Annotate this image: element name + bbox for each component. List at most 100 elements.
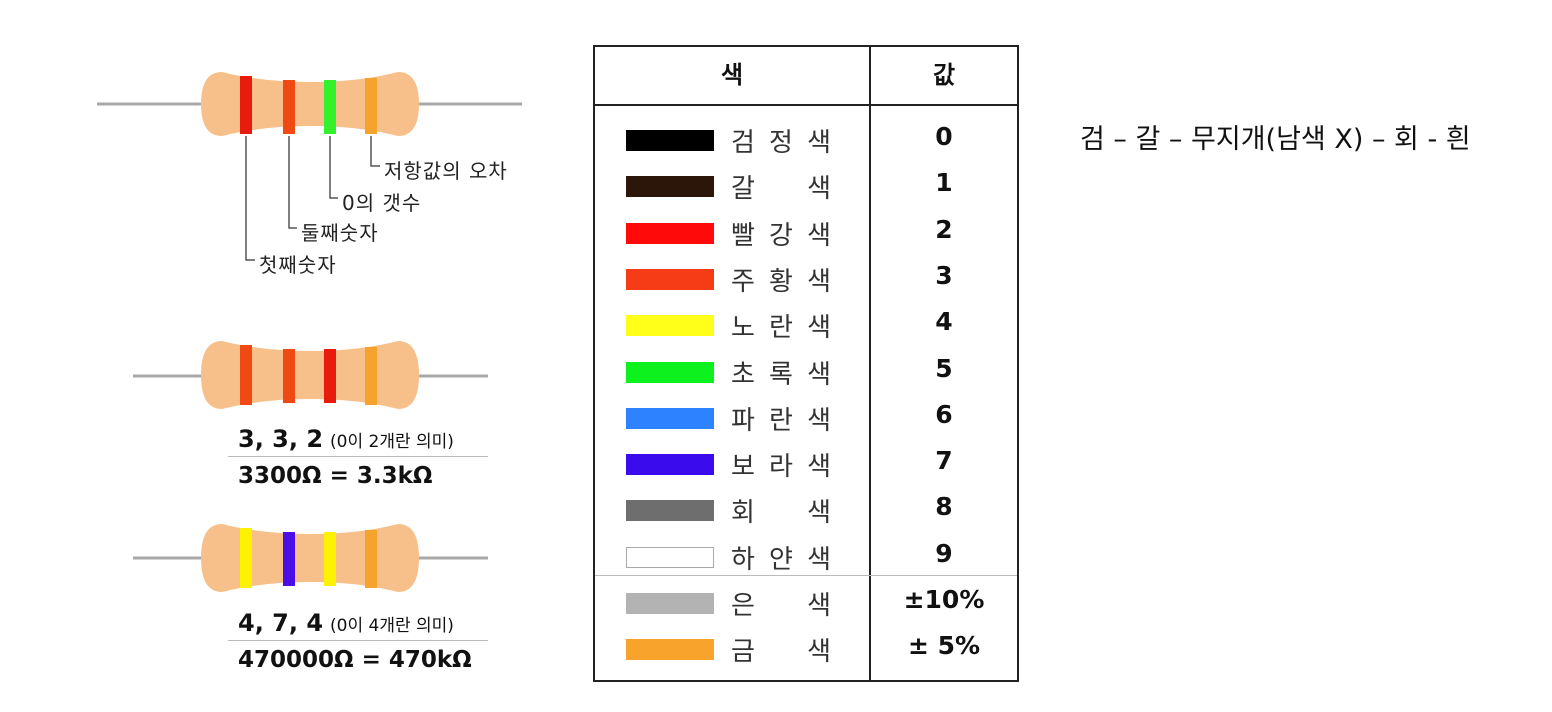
- color-value: 8: [935, 492, 953, 522]
- band-2: [283, 349, 295, 403]
- color-name-char: 색: [807, 405, 831, 436]
- sequence-note: (0이 2개란 의미): [330, 432, 454, 452]
- leader-tolerance: [370, 136, 380, 167]
- band-1: [240, 528, 252, 588]
- digit-sequence: 3, 3, 2 (0이 2개란 의미): [238, 425, 454, 453]
- color-name-char: 색: [807, 637, 831, 668]
- color-swatch: [626, 454, 714, 476]
- color-name-char: 색: [807, 128, 831, 158]
- sequence-digits: 4, 7, 4: [238, 609, 324, 637]
- color-name-char: 색: [807, 313, 831, 344]
- color-name-char: 란: [769, 405, 793, 436]
- color-value: 6: [935, 399, 953, 429]
- resistor-body: [201, 72, 419, 136]
- color-value: ±10%: [903, 585, 985, 614]
- color-swatch: [626, 361, 714, 383]
- resistance-result: 470000Ω = 470kΩ: [238, 647, 472, 673]
- color-name-char: 금: [731, 637, 755, 668]
- band-4: [365, 78, 377, 134]
- color-swatch: [626, 639, 714, 661]
- color-name-char: 색: [807, 498, 831, 529]
- color-swatch: [626, 268, 714, 290]
- color-name-char: 은: [731, 591, 755, 621]
- header-color: 색: [720, 61, 744, 89]
- divider-line: [228, 456, 488, 457]
- resistor-body: [201, 524, 419, 592]
- color-name-char: 색: [807, 544, 831, 575]
- column-divider: [869, 47, 871, 680]
- color-value: 3: [935, 260, 953, 290]
- mnemonic-text: 검 – 갈 – 무지개(남색 X) – 회 - 흰: [1080, 124, 1471, 155]
- label-second-digit: 둘째숫자: [301, 221, 379, 245]
- color-swatch: [626, 546, 714, 568]
- color-swatch: [626, 130, 714, 151]
- color-value: 4: [935, 307, 953, 337]
- leader-first-digit: [245, 136, 255, 261]
- color-value: ± 5%: [907, 631, 981, 661]
- color-swatch: [626, 407, 714, 429]
- color-swatch: [626, 222, 714, 244]
- color-name-char: 색: [807, 452, 831, 483]
- color-name-char: 라: [769, 452, 793, 483]
- color-swatch: [626, 593, 714, 614]
- color-name-char: 색: [807, 174, 831, 205]
- color-name-char: 강: [769, 220, 793, 251]
- color-name-char: 빨: [731, 220, 755, 251]
- color-name-char: 초: [731, 359, 755, 390]
- band-4: [365, 347, 377, 405]
- color-name-char: 노: [731, 313, 755, 344]
- color-name-char: 주: [731, 266, 755, 297]
- header-value: 값: [932, 61, 956, 89]
- color-name-char: 회: [731, 498, 755, 529]
- band-1: [240, 345, 252, 405]
- band-3: [324, 532, 336, 586]
- color-swatch: [626, 500, 714, 522]
- color-name-char: 황: [769, 266, 793, 297]
- color-value: 1: [935, 168, 953, 198]
- header-divider: [595, 104, 1017, 106]
- sequence-note: (0이 4개란 의미): [330, 616, 454, 636]
- band-4: [365, 530, 377, 588]
- label-tolerance: 저항값의 오차: [384, 159, 508, 183]
- tolerance-divider: [595, 575, 1017, 576]
- resistor-body: [201, 341, 419, 409]
- color-swatch: [626, 176, 714, 198]
- color-name-char: 정: [769, 128, 793, 158]
- color-name-char: 갈: [731, 174, 755, 205]
- color-swatch: [626, 315, 714, 337]
- color-value: 7: [935, 446, 953, 476]
- band-1: [240, 76, 252, 134]
- color-name-char: 파: [731, 405, 755, 436]
- color-value: 5: [935, 353, 953, 383]
- color-value: 2: [935, 214, 953, 244]
- divider-line: [228, 640, 488, 641]
- digit-sequence: 4, 7, 4 (0이 4개란 의미): [238, 609, 454, 637]
- color-value: 9: [935, 538, 953, 568]
- table-row: 금 색 ± 5%: [595, 625, 1017, 671]
- color-value: 0: [935, 122, 953, 151]
- color-name-char: 색: [807, 359, 831, 390]
- color-name-char: 얀: [769, 544, 793, 575]
- leader-zero-count: [329, 136, 338, 199]
- leader-second-digit: [288, 136, 297, 229]
- color-name-char: 하: [731, 544, 755, 575]
- label-first-digit: 첫째숫자: [259, 253, 337, 277]
- color-name-char: 검: [731, 128, 755, 158]
